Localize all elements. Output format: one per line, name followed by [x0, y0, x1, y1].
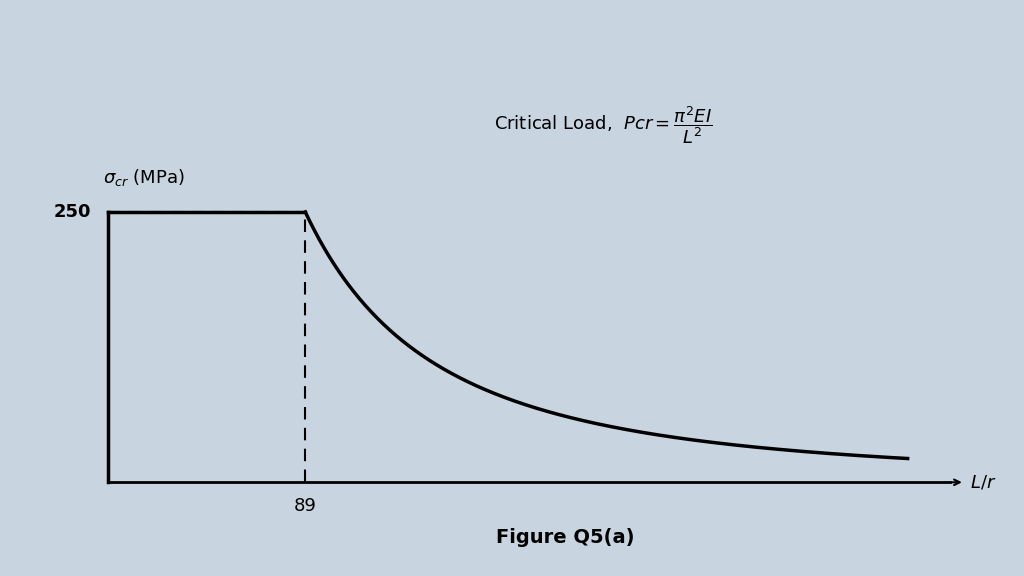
Text: 89: 89 — [294, 498, 316, 516]
Text: Critical Load,  $\mathit{Pcr} = \dfrac{\pi^2 EI}{L^2}$: Critical Load, $\mathit{Pcr} = \dfrac{\p… — [494, 104, 712, 146]
Text: Figure Q5(a): Figure Q5(a) — [496, 528, 634, 547]
Text: $\it{L/r}$: $\it{L/r}$ — [971, 473, 996, 491]
Text: 250: 250 — [53, 203, 91, 221]
Text: $\sigma_{cr}$ (MPa): $\sigma_{cr}$ (MPa) — [102, 167, 184, 188]
